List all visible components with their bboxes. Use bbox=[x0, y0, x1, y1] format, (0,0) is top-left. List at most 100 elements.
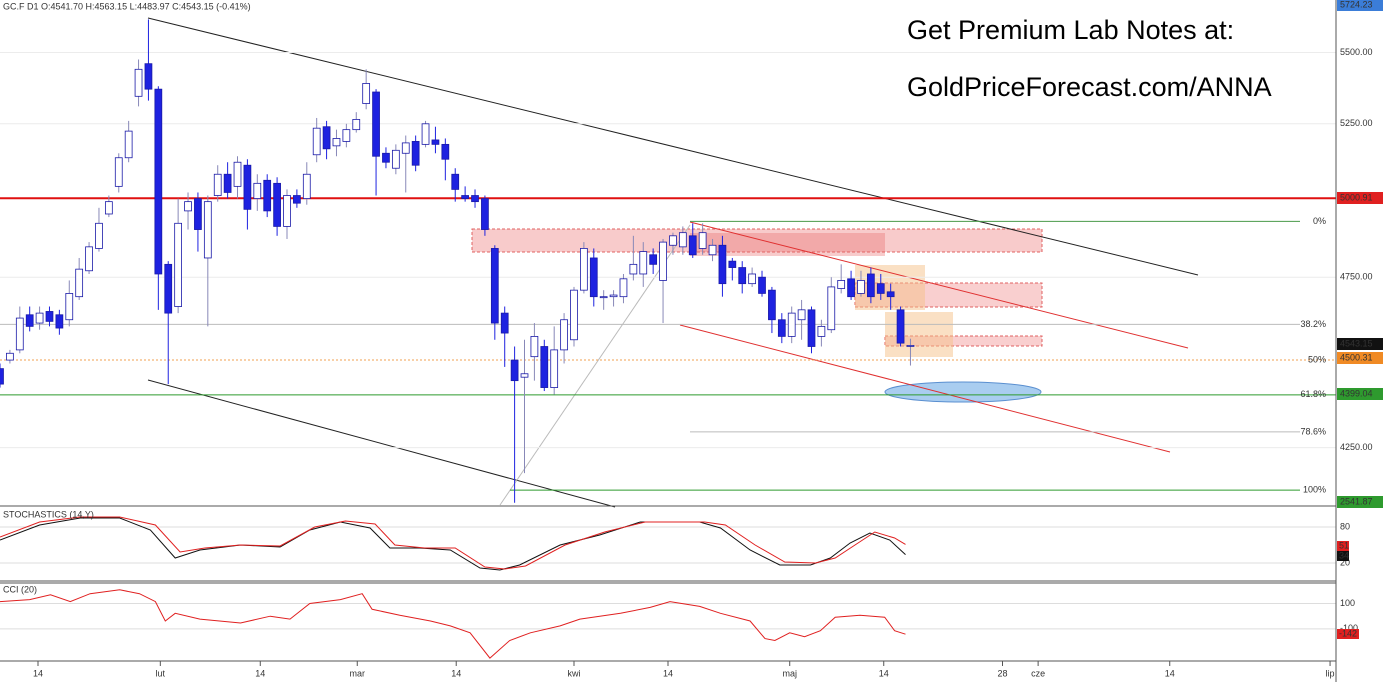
candle-body bbox=[391, 149, 400, 169]
gap-zone bbox=[855, 265, 925, 310]
y-tick-label: 100 bbox=[1340, 598, 1355, 608]
price-tag-label: 4543.15 bbox=[1340, 338, 1373, 348]
candle-body bbox=[560, 319, 568, 351]
panel-title: STOCHASTICS (14,Y) bbox=[3, 509, 94, 519]
price-tag bbox=[1337, 496, 1383, 508]
price-tag-label: 2541.87 bbox=[1340, 496, 1373, 506]
candle-body bbox=[471, 195, 479, 203]
candle-body bbox=[352, 119, 361, 131]
value-tag bbox=[1337, 541, 1349, 551]
candle-body bbox=[164, 263, 173, 314]
x-tick-label: 14 bbox=[879, 668, 889, 678]
candle-body bbox=[401, 142, 410, 154]
fib-label: 38.2% bbox=[1300, 319, 1326, 329]
resistance-zone bbox=[690, 233, 885, 256]
price-tag bbox=[1337, 338, 1383, 350]
fib-label: 78.6% bbox=[1300, 426, 1326, 436]
candle-body bbox=[698, 232, 707, 249]
candle-body bbox=[629, 263, 638, 275]
candle-body bbox=[688, 235, 697, 256]
x-tick-label: maj bbox=[782, 668, 797, 678]
candle-body bbox=[768, 289, 776, 321]
value-tag-label: -142 bbox=[1339, 628, 1357, 638]
candle-body bbox=[194, 198, 202, 230]
candle-body bbox=[481, 198, 489, 230]
candle-body bbox=[451, 173, 460, 190]
candle-body bbox=[659, 241, 667, 281]
fib-label: 100% bbox=[1303, 484, 1326, 494]
candle-body bbox=[867, 273, 875, 298]
promo-line: Get Premium Lab Notes at: bbox=[907, 15, 1234, 45]
candle-body bbox=[312, 127, 321, 156]
candle-body bbox=[55, 314, 64, 329]
price-tag-label: 5724.23 bbox=[1340, 0, 1373, 9]
candle-body bbox=[65, 293, 74, 321]
candle-body bbox=[134, 68, 143, 97]
candle-body bbox=[104, 201, 113, 215]
candle-body bbox=[382, 152, 390, 163]
candle-body bbox=[777, 319, 786, 337]
candle-body bbox=[718, 244, 727, 285]
candle-body bbox=[85, 246, 93, 272]
candle-body bbox=[273, 182, 281, 227]
candle-body bbox=[758, 276, 766, 294]
candle-body bbox=[342, 129, 351, 142]
candle-body bbox=[15, 317, 24, 351]
y-tick-label: 4750.00 bbox=[1340, 272, 1373, 282]
candle-body bbox=[253, 182, 262, 199]
candle-body bbox=[500, 312, 509, 334]
y-tick-label: 4250.00 bbox=[1340, 442, 1373, 452]
indicator-line bbox=[0, 589, 906, 659]
price-tag-label: 4500.31 bbox=[1340, 352, 1373, 362]
candle-body bbox=[817, 325, 826, 337]
candle-body bbox=[45, 311, 54, 322]
x-tick-label: lut bbox=[156, 668, 166, 678]
candle-body bbox=[263, 179, 272, 212]
candle-body bbox=[431, 139, 440, 145]
y-tick-label: 80 bbox=[1340, 521, 1350, 531]
candle-body bbox=[787, 312, 796, 337]
candle-body bbox=[490, 248, 499, 324]
candle-body bbox=[678, 232, 687, 248]
candle-body bbox=[708, 244, 717, 256]
value-tag-label: 34 bbox=[1339, 550, 1349, 560]
trend-line bbox=[147, 17, 1199, 276]
drawings bbox=[147, 17, 1199, 508]
fib-label: 50% bbox=[1308, 354, 1326, 364]
symbol-header: GC.F D1 O:4541.70 H:4563.15 L:4483.97 C:… bbox=[3, 1, 251, 11]
promo-line: GoldPriceForecast.com/ANNA bbox=[907, 72, 1272, 102]
candle-body bbox=[619, 278, 628, 298]
panel-title: CCI (20) bbox=[3, 584, 37, 594]
candle-body bbox=[0, 368, 4, 385]
candle-body bbox=[520, 373, 529, 378]
price-tag bbox=[1337, 352, 1383, 364]
x-tick-label: 14 bbox=[255, 668, 265, 678]
candle-body bbox=[609, 294, 618, 298]
x-tick-label: 14 bbox=[451, 668, 461, 678]
x-tick-label: 28 bbox=[997, 668, 1007, 678]
price-tag-label: 5000.91 bbox=[1340, 192, 1373, 202]
candle-body bbox=[124, 130, 133, 159]
candle-body bbox=[75, 268, 84, 298]
candle-body bbox=[530, 336, 539, 358]
value-tag bbox=[1337, 629, 1359, 639]
candle-body bbox=[411, 141, 420, 166]
x-tick-label: kwi bbox=[567, 668, 580, 678]
x-tick-label: lip bbox=[1326, 668, 1335, 678]
y-tick-label: 5250.00 bbox=[1340, 118, 1373, 128]
candle-body bbox=[293, 195, 301, 204]
y-tick-label: -100 bbox=[1340, 623, 1358, 633]
candle-body bbox=[589, 257, 598, 298]
candle-body bbox=[748, 273, 756, 285]
y-tick-label: 5500.00 bbox=[1340, 47, 1373, 57]
trend-line bbox=[147, 379, 616, 508]
candle-body bbox=[372, 91, 380, 157]
candle-body bbox=[243, 164, 252, 210]
candle-body bbox=[174, 222, 182, 307]
indicator-line bbox=[0, 516, 906, 570]
price-tag bbox=[1337, 388, 1383, 400]
price-tag bbox=[1337, 0, 1383, 11]
candle-body bbox=[233, 161, 242, 187]
